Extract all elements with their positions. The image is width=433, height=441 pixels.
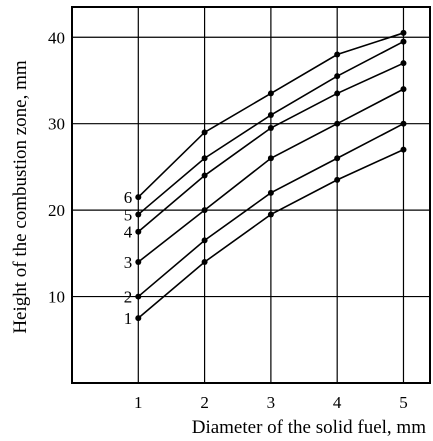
y-tick-labels: 10 20 30 40 xyxy=(48,28,65,306)
data-point xyxy=(267,112,274,119)
y-tick-label: 10 xyxy=(48,288,65,307)
data-point xyxy=(400,146,407,153)
series-6: 6 xyxy=(124,29,407,207)
data-point xyxy=(400,60,407,67)
plot-frame xyxy=(71,6,431,384)
x-tick-label: 2 xyxy=(200,393,209,412)
data-point xyxy=(201,129,208,136)
data-point xyxy=(135,228,142,235)
series-label: 3 xyxy=(124,253,133,272)
data-point xyxy=(400,86,407,93)
data-point xyxy=(201,258,208,265)
data-point xyxy=(135,211,142,218)
data-point xyxy=(334,90,341,97)
series-3: 3 xyxy=(124,86,407,272)
data-point xyxy=(201,155,208,162)
data-point xyxy=(334,73,341,80)
x-tick-label: 1 xyxy=(134,393,143,412)
data-point xyxy=(201,172,208,179)
y-axis-label: Height of the combustion zone, mm xyxy=(10,60,31,334)
series-group: 1 2 3 456 xyxy=(124,29,407,328)
data-point xyxy=(135,315,142,322)
data-point xyxy=(400,38,407,45)
x-axis-label: Diameter of the solid fuel, mm xyxy=(192,417,426,438)
data-point xyxy=(334,155,341,162)
data-point xyxy=(135,293,142,300)
data-point xyxy=(267,155,274,162)
data-point xyxy=(267,189,274,196)
data-point xyxy=(135,194,142,201)
data-point xyxy=(400,29,407,36)
x-tick-label: 5 xyxy=(399,393,408,412)
y-tick-label: 20 xyxy=(48,201,65,220)
y-tick-label: 40 xyxy=(48,28,65,47)
data-point xyxy=(201,207,208,214)
data-point xyxy=(267,211,274,218)
data-point xyxy=(334,51,341,58)
data-point xyxy=(334,120,341,127)
x-tick-labels: 1 2 3 4 5 xyxy=(134,393,408,412)
series-label: 4 xyxy=(124,223,133,242)
series-2: 2 xyxy=(124,120,407,307)
series-label: 2 xyxy=(124,288,133,307)
series-label: 5 xyxy=(124,205,133,224)
series-4: 4 xyxy=(124,60,407,242)
series-label: 1 xyxy=(124,309,133,328)
series-1: 1 xyxy=(124,146,407,328)
x-tick-label: 3 xyxy=(267,393,276,412)
data-point xyxy=(267,90,274,97)
grid xyxy=(72,7,430,383)
data-point xyxy=(135,258,142,265)
data-point xyxy=(334,176,341,183)
y-tick-label: 30 xyxy=(48,115,65,134)
data-point xyxy=(400,120,407,127)
series-label: 6 xyxy=(124,188,133,207)
data-point xyxy=(201,237,208,244)
series-5: 5 xyxy=(124,38,407,224)
data-point xyxy=(267,125,274,132)
x-tick-label: 4 xyxy=(333,393,342,412)
